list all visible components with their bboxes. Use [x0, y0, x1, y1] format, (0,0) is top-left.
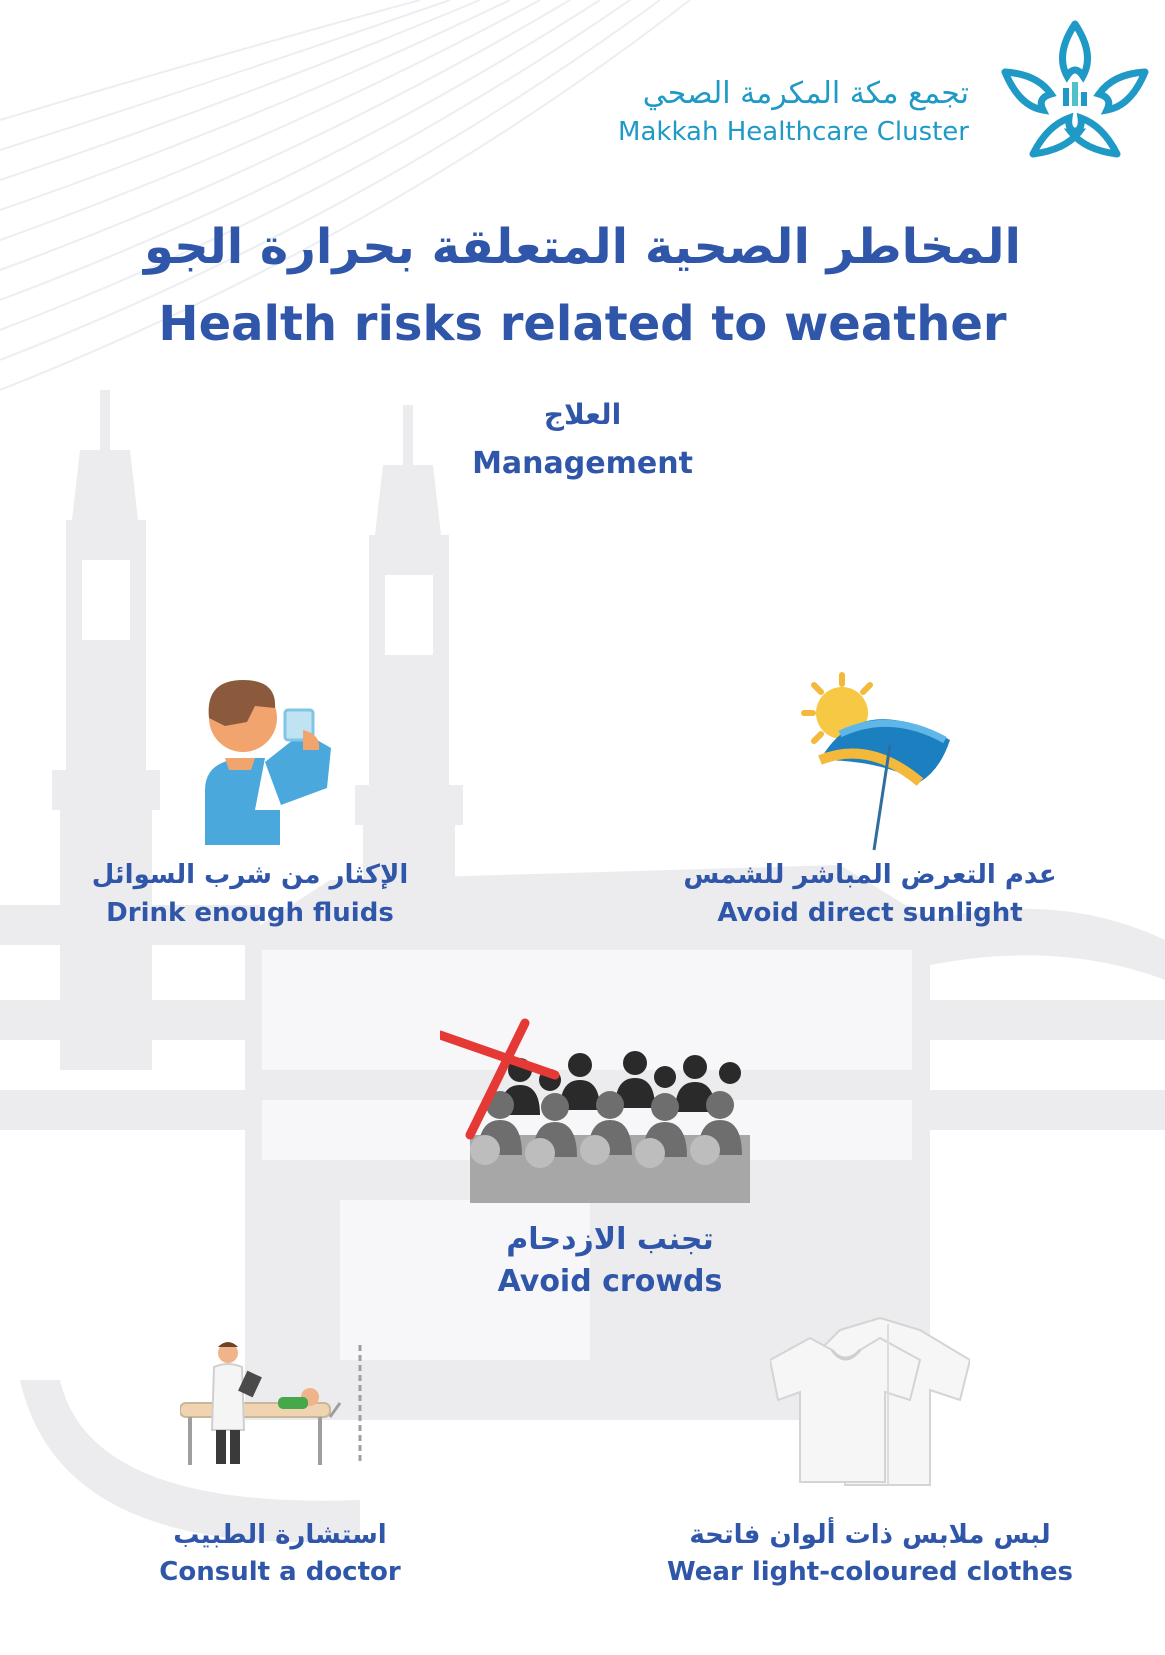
item-consult-doctor-arabic: استشارة الطبيب [173, 1520, 387, 1550]
section-heading-english: Management [472, 446, 693, 481]
title-english: Health risks related to weather [158, 296, 1007, 352]
item-light-clothes-english: Wear light-coloured clothes [667, 1557, 1073, 1587]
doctor-patient-icon [180, 1342, 362, 1465]
item-avoid-crowds-arabic: تجنب الازدحام [506, 1222, 714, 1257]
section-heading-arabic: العلاج [543, 398, 622, 431]
brand-name-english: Makkah Healthcare Cluster [618, 117, 969, 147]
brand-name-arabic: تجمع مكة المكرمة الصحي [642, 76, 969, 111]
white-shirts-icon [770, 1316, 970, 1486]
umbrella-sun-icon [801, 672, 950, 851]
makkah-cluster-logo-icon [1001, 20, 1149, 158]
item-avoid-crowds-english: Avoid crowds [497, 1264, 723, 1299]
title-arabic: المخاطر الصحية المتعلقة بحرارة الجو [144, 219, 1021, 275]
crowd-crossed-icon [440, 1018, 750, 1203]
item-light-clothes-arabic: لبس ملابس ذات ألوان فاتحة [689, 1520, 1051, 1550]
item-avoid-sunlight-arabic: عدم التعرض المباشر للشمس [683, 860, 1057, 890]
item-drink-fluids-english: Drink enough fluids [106, 898, 394, 928]
brand-block: تجمع مكة المكرمة الصحي Makkah Healthcare… [618, 74, 969, 150]
item-consult-doctor-english: Consult a doctor [159, 1557, 401, 1587]
item-drink-fluids-arabic: الإكثار من شرب السوائل [91, 860, 409, 890]
drinking-water-icon [205, 680, 331, 845]
item-avoid-sunlight-english: Avoid direct sunlight [717, 898, 1023, 928]
